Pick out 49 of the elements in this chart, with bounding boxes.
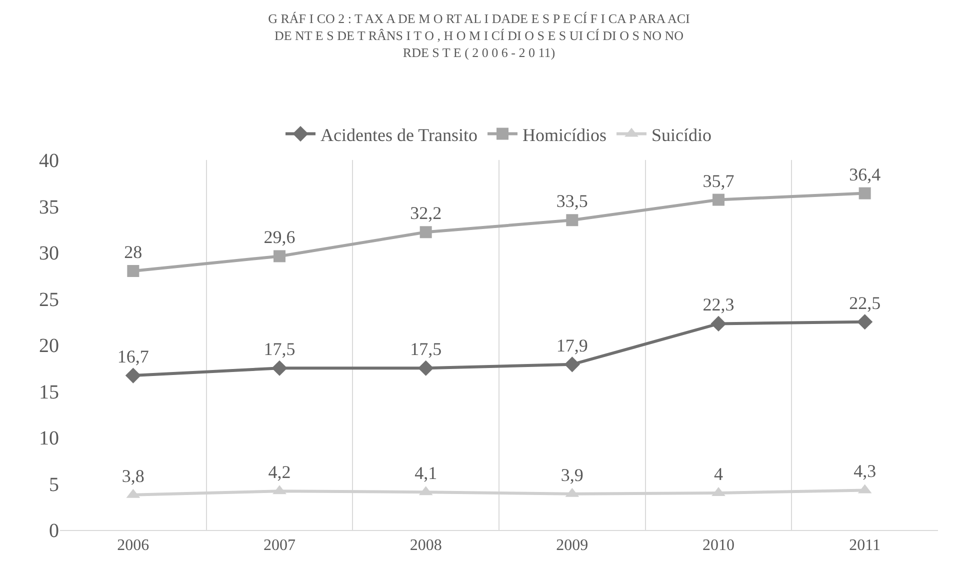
y-tick-label: 5 [49, 474, 59, 496]
x-tick-label: 2009 [556, 537, 588, 554]
x-tick-label: 2010 [702, 537, 734, 554]
point [566, 214, 578, 226]
y-tick-label: 30 [39, 242, 59, 264]
legend-label: Suicídio [652, 124, 712, 145]
x-tick-label: 2008 [410, 537, 442, 554]
data-label: 22,3 [702, 294, 734, 315]
data-label: 22,5 [849, 292, 881, 313]
point [418, 360, 434, 376]
y-tick-label: 20 [39, 335, 59, 357]
point [420, 226, 432, 238]
data-label: 17,5 [410, 339, 442, 360]
point [564, 356, 580, 372]
point [125, 368, 141, 384]
data-label: 4 [714, 464, 723, 484]
y-tick-label: 35 [39, 196, 59, 218]
point [127, 265, 140, 277]
chart-title: G RÁF I CO 2 : T AX A DE M O RT AL I DADE E S P E CÍ F I CA P ARA ACI DE NT E S DE T RÂNS I T O , H O M I CÍ DI O S E S UI CÍ DI O S NO NO RDE S T E ( 2 0 0 6 - 2 0 11) [268, 11, 690, 60]
data-label: 3,9 [560, 464, 584, 485]
x-tick-label: 2011 [849, 537, 881, 554]
data-label: 4,3 [854, 461, 876, 482]
point [857, 314, 873, 330]
y-tick-label: 0 [49, 520, 59, 542]
data-label: 35,7 [702, 170, 734, 191]
data-label: 3,8 [122, 466, 144, 486]
x-tick-label: 2007 [264, 537, 296, 554]
data-label: 29,6 [264, 227, 296, 248]
x-tick-label: 2006 [117, 537, 150, 554]
y-tick-label: 25 [39, 288, 59, 311]
y-tick-label: 15 [39, 381, 59, 404]
point [858, 187, 871, 200]
data-label: 4,2 [268, 462, 291, 482]
point [712, 194, 724, 206]
data-label: 33,5 [556, 191, 588, 212]
legend-label: Acidentes de Transito [320, 124, 478, 145]
y-tick-label: 10 [39, 428, 59, 450]
legend-label: Homicídios [522, 124, 606, 145]
point [274, 250, 286, 262]
data-label: 4,1 [414, 463, 438, 484]
data-label: 36,4 [849, 164, 881, 184]
data-label: 16,7 [117, 346, 149, 367]
data-label: 32,2 [410, 203, 442, 224]
data-label: 17,9 [556, 335, 588, 356]
data-label: 28 [124, 242, 142, 262]
y-tick-label: 40 [39, 150, 59, 172]
point [272, 360, 288, 376]
point [710, 316, 726, 332]
data-label: 17,5 [264, 339, 296, 360]
